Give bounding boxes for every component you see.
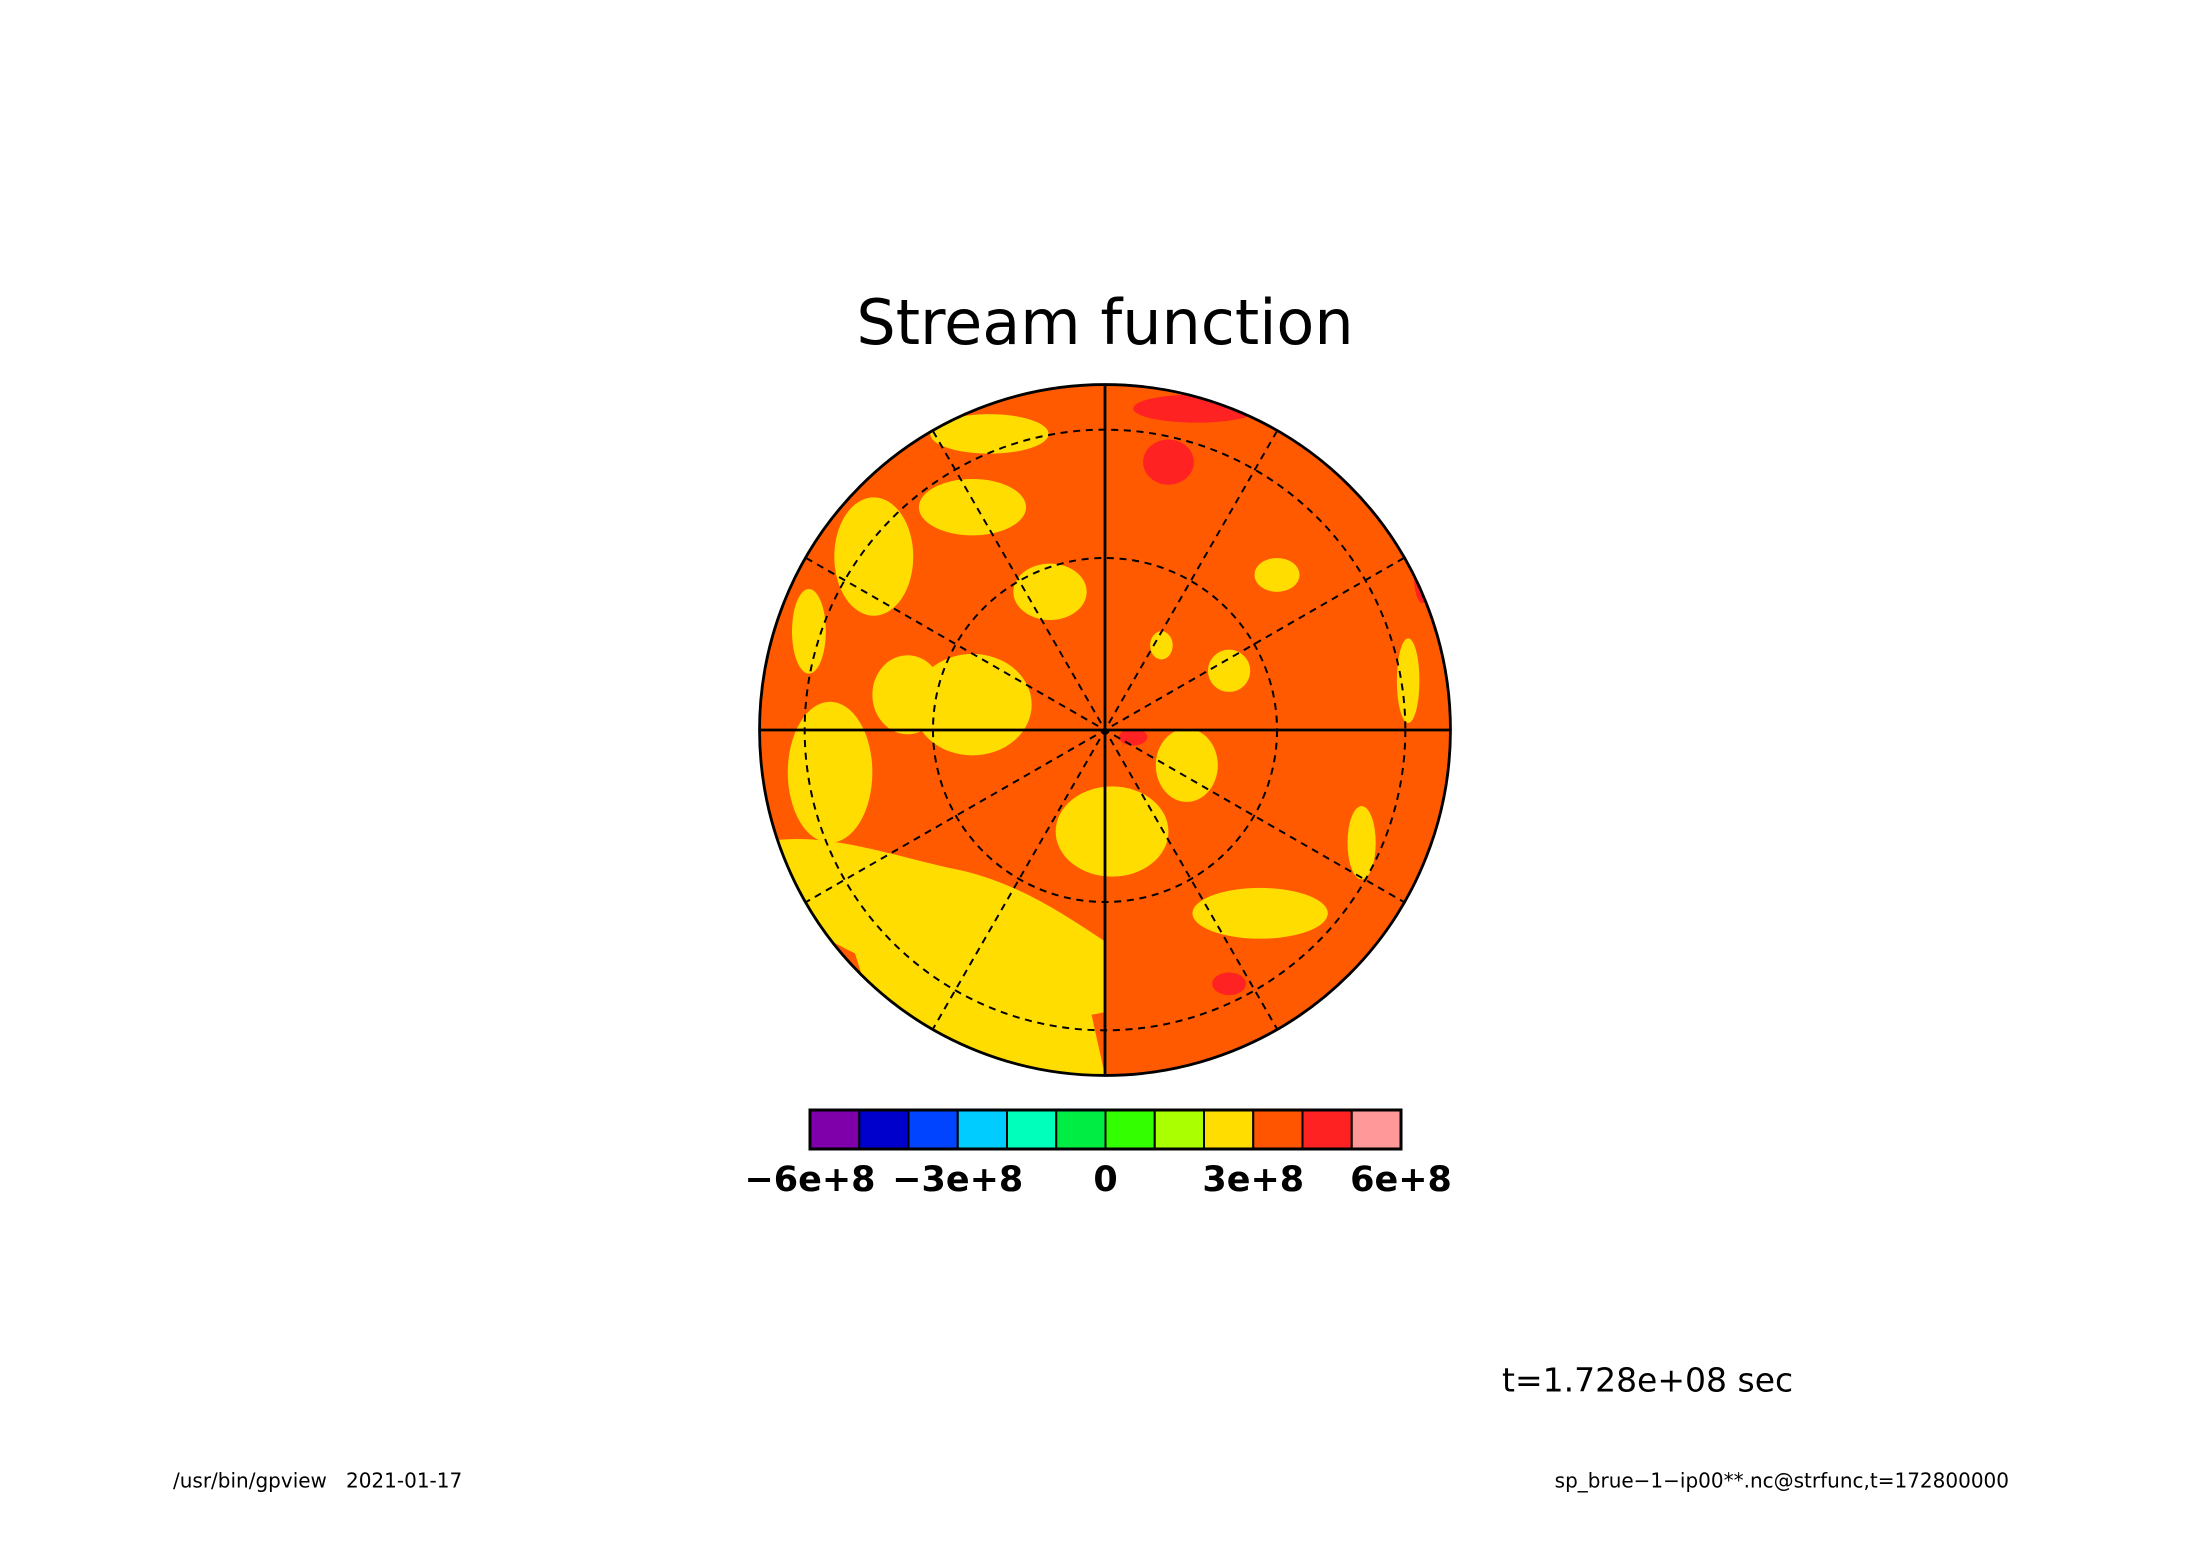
footer-right: sp_brue−1−ip00**.nc@strfunc,t=172800000 bbox=[1555, 1469, 2009, 1493]
colorbar-box bbox=[1301, 1109, 1353, 1150]
colorbar-box bbox=[956, 1109, 1008, 1150]
colorbar-tick-label: −6e+8 bbox=[744, 1160, 875, 1200]
time-label: t=1.728e+08 sec bbox=[1502, 1361, 1793, 1400]
footer-left: /usr/bin/gpview 2021-01-17 bbox=[173, 1469, 462, 1493]
colorbar-box bbox=[809, 1109, 861, 1150]
colorbar-tick-label: 0 bbox=[1093, 1160, 1117, 1200]
colorbar-box bbox=[1006, 1109, 1058, 1150]
colorbar: −6e+8 −3e+8 0 3e+8 6e+8 bbox=[744, 1108, 1452, 1200]
colorbar-box bbox=[1055, 1109, 1107, 1150]
colorbar-tick-label: −3e+8 bbox=[892, 1160, 1023, 1200]
colorbar-box bbox=[858, 1109, 910, 1150]
colorbar-box bbox=[1252, 1109, 1304, 1150]
colorbar-box bbox=[1153, 1109, 1205, 1150]
colorbar-box bbox=[1104, 1109, 1156, 1150]
colorbar-box bbox=[907, 1109, 959, 1150]
title: Stream function bbox=[856, 286, 1353, 359]
polar-map bbox=[758, 383, 1452, 1077]
colorbar-box bbox=[1203, 1109, 1255, 1150]
colorbar-frame bbox=[808, 1108, 1403, 1151]
colorbar-tick-label: 3e+8 bbox=[1202, 1160, 1304, 1200]
colorbar-box bbox=[1350, 1109, 1402, 1150]
axes bbox=[758, 383, 1452, 1077]
colorbar-tick-label: 6e+8 bbox=[1350, 1160, 1452, 1200]
